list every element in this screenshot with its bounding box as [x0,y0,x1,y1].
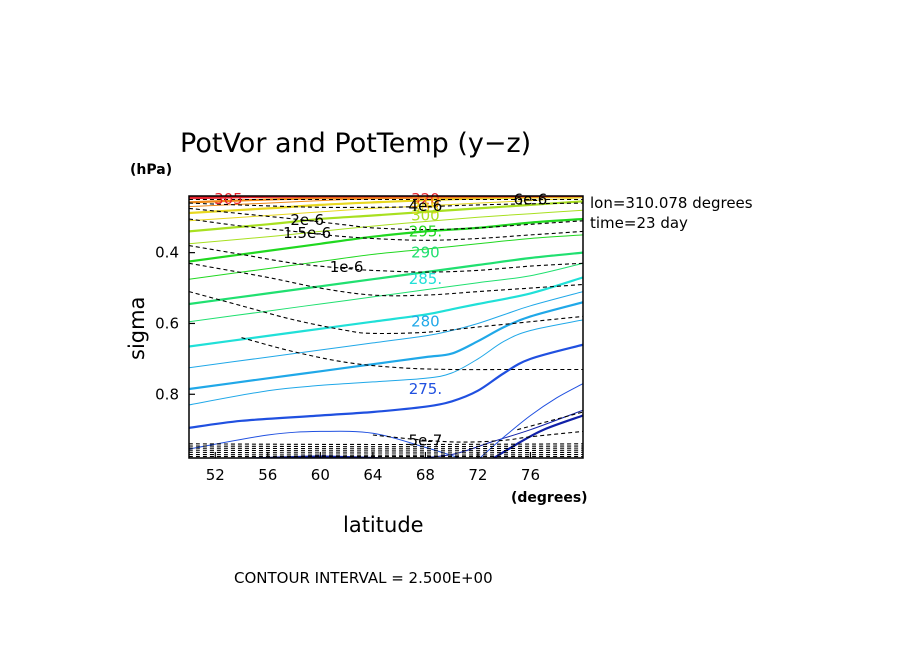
pottemp-contour-line [189,200,583,233]
contour-label: 2e-6 [290,211,324,229]
annotation-time: time=23 day [590,214,688,232]
y-tick-label: 0.6 [155,314,179,332]
contour-label: 305 [411,199,440,217]
potvor-contour-line [189,449,583,452]
contour-label: 305 [214,190,243,208]
contour-label: 285. [409,270,442,288]
x-tick-label: 56 [258,466,277,484]
potvor-contour-line [189,218,583,241]
contour-label: 6e-6 [514,191,548,209]
pottemp-contour-line [189,251,583,306]
potvor-contours [189,198,583,458]
contour-label: 295. [409,222,442,240]
x-tick-label: 76 [521,466,540,484]
x-axis-label: latitude [343,513,424,537]
contour-label: 310 [411,193,440,211]
annotation-lon: lon=310.078 degrees [590,194,753,212]
pottemp-contour-line [189,301,583,391]
pottemp-contour-line [189,217,583,263]
x-tick-label: 64 [363,466,382,484]
y-axis-label: sigma [125,297,149,360]
pottemp-contour-line [189,319,583,406]
potvor-contour-line [189,443,583,446]
x-tick-label: 52 [206,466,225,484]
contour-label: 275. [409,380,442,398]
x-tick-label: 72 [468,466,487,484]
pottemp-contour-line [189,196,583,215]
potvor-contour-line [189,262,583,297]
potvor-contour-line [189,453,583,456]
potvor-contour-line [189,451,583,454]
contour-label: 300 [411,206,440,224]
x-tick-label: 68 [416,466,435,484]
contour-interval-footer: CONTOUR INTERVAL = 2.500E+00 [234,569,493,587]
pottemp-contour-line [189,276,583,348]
chart-title: PotVor and PotTemp (y−z) [180,128,531,159]
pottemp-contour-line [479,383,583,458]
potvor-contour-line [241,337,583,371]
pottemp-contours [189,196,583,458]
potvor-contour-line [189,445,583,448]
pottemp-contour-line [189,209,583,245]
potvor-contour-line [372,430,583,443]
pottemp-contour-line [189,262,583,323]
contour-label: 290 [411,244,440,262]
pottemp-contour-line [189,234,583,280]
contour-label: 4e-6 [409,197,443,215]
contour-label: 1e-6 [330,258,364,276]
contour-label: 5e-7 [409,431,443,449]
plot-frame [188,195,584,459]
potvor-contour-line [189,202,583,209]
pottemp-contour-line [189,291,583,369]
potvor-contour-line [189,207,583,231]
potvor-contour-line [189,447,583,450]
x-tick-label: 60 [311,466,330,484]
contour-label: 280 [411,313,440,331]
y-tick-label: 0.4 [155,244,179,262]
contour-label: 320 [411,190,440,208]
axes: 52 56 60 64 68 72 76 0.4 0.6 0.8 [155,244,540,484]
y-tick-label: 0.8 [155,385,179,403]
contour-label: 1.5e-6 [283,224,331,242]
y-unit-label: (hPa) [130,162,172,178]
x-unit-label: (degrees) [511,490,588,506]
pottemp-contour-line [189,343,583,429]
potvor-contour-line [189,291,583,335]
potvor-contour-line [517,411,583,431]
potvor-contour-line [189,245,583,273]
